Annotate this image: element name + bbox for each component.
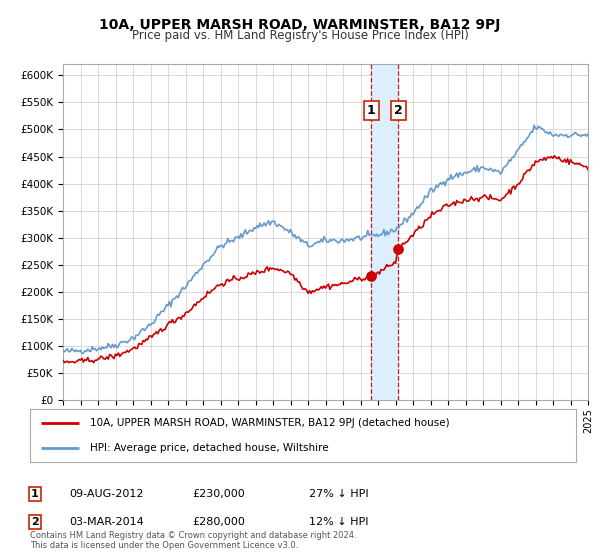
Text: 10A, UPPER MARSH ROAD, WARMINSTER, BA12 9PJ: 10A, UPPER MARSH ROAD, WARMINSTER, BA12 … [100,18,500,32]
Text: Price paid vs. HM Land Registry's House Price Index (HPI): Price paid vs. HM Land Registry's House … [131,29,469,42]
Text: 2: 2 [31,517,38,527]
Text: 09-AUG-2012: 09-AUG-2012 [69,489,143,499]
Text: 12% ↓ HPI: 12% ↓ HPI [309,517,368,527]
Text: Contains HM Land Registry data © Crown copyright and database right 2024.
This d: Contains HM Land Registry data © Crown c… [30,530,356,550]
Text: 2: 2 [394,104,403,117]
Text: 1: 1 [367,104,376,117]
Bar [371,64,398,400]
Text: 03-MAR-2014: 03-MAR-2014 [69,517,144,527]
Text: 10A, UPPER MARSH ROAD, WARMINSTER, BA12 9PJ (detached house): 10A, UPPER MARSH ROAD, WARMINSTER, BA12 … [90,418,449,428]
Text: HPI: Average price, detached house, Wiltshire: HPI: Average price, detached house, Wilt… [90,442,329,452]
Text: £280,000: £280,000 [192,517,245,527]
Text: 1: 1 [31,489,38,499]
Text: 27% ↓ HPI: 27% ↓ HPI [309,489,368,499]
Point [394,244,403,253]
Point [366,271,376,280]
Text: £230,000: £230,000 [192,489,245,499]
